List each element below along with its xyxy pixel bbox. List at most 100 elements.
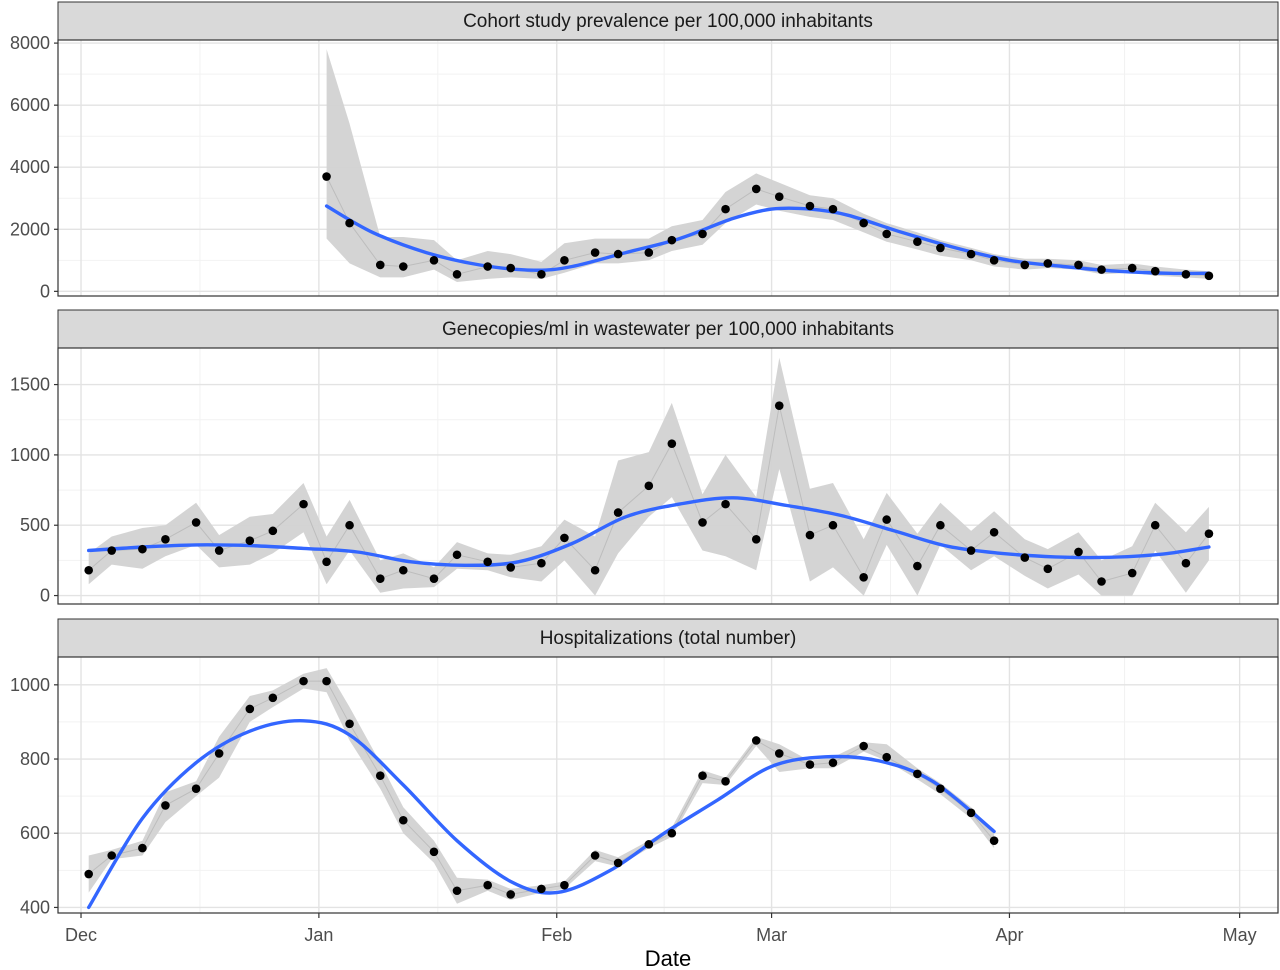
data-point: [828, 204, 838, 214]
y-tick-label: 0: [40, 586, 50, 606]
panel-background: [58, 40, 1278, 296]
data-point: [805, 201, 815, 211]
smooth-trend-line: [87, 719, 996, 910]
data-point: [398, 815, 408, 825]
data-point: [613, 249, 623, 259]
data-point: [882, 515, 891, 524]
data-point: [936, 520, 945, 530]
data-point: [966, 249, 976, 259]
data-point: [537, 269, 546, 279]
data-point: [1204, 529, 1214, 538]
raw-series-line: [326, 176, 1209, 277]
y-tick-label: 6000: [10, 95, 50, 115]
data-point: [429, 256, 439, 265]
data-point: [398, 565, 408, 575]
data-point: [537, 884, 546, 894]
data-point: [590, 851, 600, 860]
panel-border: [57, 347, 1279, 605]
panel-3: Hospitalizations (total number) 400 600 800…: [10, 618, 1279, 917]
data-point: [483, 880, 492, 890]
y-tick-label: 8000: [10, 33, 50, 53]
data-point: [936, 243, 945, 253]
data-point: [936, 784, 945, 794]
data-point: [84, 565, 93, 575]
data-point: [1204, 271, 1214, 281]
x-tick-label: Feb: [541, 925, 572, 945]
data-point: [1181, 558, 1191, 568]
data-point: [667, 235, 677, 245]
data-point: [1181, 269, 1191, 279]
data-point: [913, 237, 922, 246]
data-points: [84, 401, 1214, 586]
data-point: [1097, 265, 1106, 274]
data-point: [989, 836, 999, 845]
data-point: [1043, 259, 1053, 268]
data-point: [214, 546, 224, 555]
confidence-ribbon: [326, 49, 1209, 282]
data-point: [191, 784, 201, 794]
data-point: [161, 801, 170, 810]
data-point: [966, 546, 976, 555]
panel-strip: [57, 618, 1279, 658]
data-point: [882, 229, 891, 239]
data-point: [1043, 564, 1053, 574]
data-point: [299, 499, 308, 509]
y-tick-label: 0: [40, 281, 50, 301]
data-point: [452, 886, 462, 896]
smooth-trend-line: [324, 204, 1211, 276]
data-point: [1127, 568, 1137, 578]
y-tick-label: 1500: [10, 375, 50, 395]
data-point: [245, 536, 255, 546]
data-point: [375, 771, 385, 781]
data-point: [322, 557, 331, 567]
data-point: [721, 204, 730, 214]
x-axis-title: Date: [645, 946, 691, 970]
data-point: [429, 574, 439, 583]
data-point: [268, 693, 278, 703]
data-point: [590, 565, 600, 575]
y-tick-label: 4000: [10, 157, 50, 177]
data-point: [107, 851, 117, 860]
y-axis: 400 600 800 1000: [10, 675, 58, 917]
data-point: [698, 229, 707, 239]
panel-title: Genecopies/ml in wastewater per 100,000 …: [442, 319, 894, 340]
data-point: [537, 558, 546, 568]
data-point: [1020, 553, 1030, 562]
data-point: [375, 574, 385, 583]
data-point: [667, 439, 677, 448]
panel-background: [58, 657, 1278, 913]
data-point: [989, 527, 999, 537]
data-point: [1150, 520, 1160, 530]
data-point: [429, 847, 439, 857]
data-point: [214, 749, 224, 758]
panel-2: Genecopies/ml in wastewater per 100,000 …: [10, 309, 1279, 606]
data-point: [721, 499, 730, 509]
data-point: [560, 880, 569, 890]
data-point: [805, 530, 815, 540]
y-tick-label: 800: [20, 749, 50, 769]
data-point: [191, 518, 201, 527]
data-point: [644, 840, 654, 849]
x-tick-label: Apr: [995, 925, 1023, 945]
data-point: [644, 481, 654, 491]
data-point: [322, 676, 331, 686]
data-point: [138, 843, 147, 853]
data-point: [828, 520, 838, 530]
data-point: [913, 561, 922, 571]
y-axis: 0 500 1000 1500: [10, 375, 58, 606]
x-tick-label: Mar: [756, 925, 787, 945]
data-point: [989, 256, 999, 265]
x-tick-label: Jan: [304, 925, 333, 945]
data-point: [1020, 260, 1030, 270]
data-point: [1127, 263, 1137, 273]
data-point: [859, 741, 868, 751]
y-tick-label: 1000: [10, 675, 50, 695]
data-point: [590, 248, 600, 257]
data-point: [245, 704, 255, 714]
data-points: [322, 172, 1214, 281]
panel-strip: [57, 1, 1279, 41]
data-point: [375, 260, 385, 270]
y-tick-label: 400: [20, 897, 50, 917]
data-point: [882, 752, 891, 762]
